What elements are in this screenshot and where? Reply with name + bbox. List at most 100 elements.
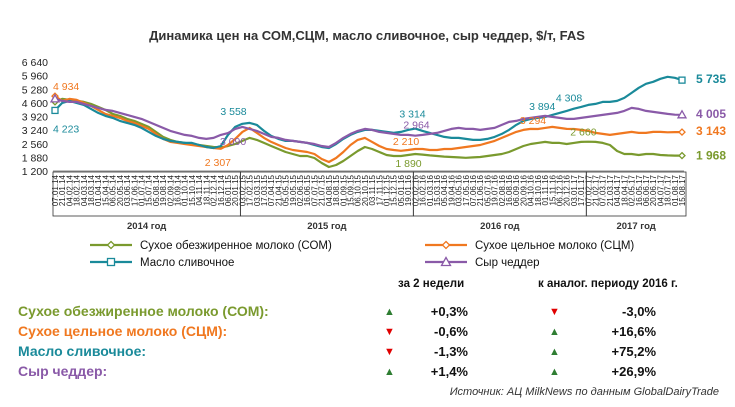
x-tick-label: 17.03.15: [260, 174, 269, 206]
legend-label: Масло сливочное: [140, 257, 234, 269]
x-tick-label: 01.04.14: [94, 174, 103, 206]
year-change: +26,9%: [611, 364, 656, 379]
data-label: 2 964: [403, 120, 429, 132]
change-table: за 2 недели к аналог. периоду 2016 г. Су…: [0, 275, 735, 407]
year-label: 2016 год: [480, 221, 519, 232]
x-tick-label: 21.06.16: [476, 174, 485, 206]
two-week-change: +0,3%: [430, 304, 468, 319]
x-tick-label: 05.01.16: [397, 174, 406, 206]
x-tick-label: 02.09.14: [166, 174, 175, 206]
x-tick-label: 04.08.15: [325, 174, 334, 206]
y-tick-label: 2 560: [22, 139, 48, 151]
diamond-marker: [441, 240, 451, 250]
x-tick-label: 15.12.15: [390, 174, 399, 206]
arrow-up-icon: ▲: [384, 366, 395, 378]
x-tick-label: 06.06.17: [642, 174, 651, 206]
arrow-up-icon: ▲: [549, 326, 560, 338]
x-tick-label: 05.04.16: [440, 174, 449, 206]
x-tick-label: 18.10.16: [534, 174, 543, 206]
x-tick-label: 19.07.16: [491, 174, 500, 206]
chart-legend: Сухое обезжиренное молоко (СОМ) Сухое цел…: [90, 240, 634, 269]
y-tick-label: 3 240: [22, 125, 48, 137]
x-tick-label: 05.05.15: [282, 174, 291, 206]
year-change: +16,6%: [611, 324, 656, 339]
x-tick-label: 20.10.15: [361, 174, 370, 206]
x-tick-label: 07.07.15: [310, 174, 319, 206]
data-label: 3 090: [220, 136, 246, 148]
end-value-label: 4 005: [696, 107, 726, 121]
series-line-3: [54, 97, 683, 149]
x-tick-label: 05.07.16: [483, 174, 492, 206]
x-tick-label: 01.10.14: [181, 174, 190, 206]
triangle-marker: [49, 93, 61, 103]
x-tick-label: 19.04.16: [447, 174, 456, 206]
row-label: Сыр чеддер:: [18, 363, 108, 379]
x-tick-label: 05.08.14: [152, 174, 161, 206]
arrow-down-icon: ▼: [549, 306, 560, 318]
data-label: 2 660: [570, 127, 596, 139]
x-tick-label: 04.04.17: [613, 174, 622, 206]
x-tick-label: 01.08.17: [671, 174, 680, 206]
x-tick-label: 17.01.17: [577, 174, 586, 206]
x-tick-label: 02.06.15: [296, 174, 305, 206]
triangle-marker: [440, 256, 452, 267]
x-tick-label: 18.02.14: [73, 174, 82, 206]
year-label: 2014 год: [127, 221, 166, 232]
year-label: 2017 год: [616, 221, 655, 232]
x-tick-label: 07.01.14: [51, 174, 60, 206]
series-line-0: [54, 97, 682, 169]
data-label: 4 223: [53, 123, 79, 135]
x-tick-label: 03.06.14: [123, 174, 132, 206]
x-tick-label: 16.06.15: [303, 174, 312, 206]
header-year-over-year: к аналог. периоду 2016 г.: [538, 278, 678, 290]
x-tick-label: 07.03.17: [599, 174, 608, 206]
square-marker: [678, 76, 686, 84]
data-label: 3 314: [399, 109, 425, 121]
row-label: Сухое обезжиренное молоко (СОМ):: [18, 303, 269, 319]
diamond-marker: [106, 240, 116, 250]
x-tick-label: 17.11.15: [375, 174, 384, 205]
source-note: Источник: АЦ MilkNews по данным GlobalDa…: [449, 386, 719, 398]
data-label: 3 294: [520, 115, 546, 127]
x-tick-label: 20.01.15: [231, 174, 240, 206]
two-week-change: -0,6%: [434, 324, 468, 339]
x-tick-label: 18.08.15: [332, 174, 341, 206]
legend-label: Сыр чеддер: [475, 257, 540, 269]
x-tick-label: 01.07.14: [137, 174, 146, 206]
y-tick-label: 6 640: [22, 57, 48, 69]
year-group-box: [585, 171, 687, 217]
x-tick-label: 17.06.14: [130, 174, 139, 206]
x-tick-label: 02.05.17: [628, 174, 637, 206]
legend-label: Сухое цельное молоко (СЦМ): [475, 240, 634, 252]
x-tick-label: 06.01.15: [224, 174, 233, 206]
x-tick-label: 15.09.15: [346, 174, 355, 206]
x-tick-label: 19.08.14: [159, 174, 168, 206]
arrow-down-icon: ▼: [384, 346, 395, 358]
y-tick-label: 5 960: [22, 71, 48, 83]
end-value-label: 5 735: [696, 72, 726, 86]
chart-title: Динамика цен на СОМ,СЦМ, масло сливочное…: [149, 28, 585, 43]
x-tick-label: 20.09.16: [519, 174, 528, 206]
legend-label: Сухое обезжиренное молоко (СОМ): [140, 240, 332, 252]
x-tick-label: 04.07.17: [656, 174, 665, 206]
x-tick-label: 18.03.14: [87, 174, 96, 206]
x-tick-label: 16.05.17: [635, 174, 644, 206]
data-label: 4 934: [53, 81, 79, 93]
x-tick-label: 01.09.15: [339, 174, 348, 206]
chart-series: [49, 75, 688, 169]
x-tick-label: 21.02.17: [592, 174, 601, 206]
data-label: 3 558: [220, 106, 246, 118]
x-tick-label: 04.11.14: [195, 174, 204, 205]
data-label: 3 894: [529, 101, 555, 113]
y-tick-label: 4 600: [22, 98, 48, 110]
change-row: Масло сливочное: ▼ -1,3% ▲ +75,2%: [0, 343, 735, 363]
x-tick-label: 02.02.16: [411, 174, 420, 206]
x-tick-label: 07.02.17: [584, 174, 593, 206]
x-tick-label: 07.04.15: [267, 174, 276, 206]
x-tick-label: 15.04.14: [101, 174, 110, 206]
x-tick-label: 16.12.14: [217, 174, 226, 206]
x-tick-label: 06.10.15: [354, 174, 363, 206]
x-tick-label: 21.01.14: [58, 174, 67, 206]
data-label: 2 307: [205, 157, 231, 169]
